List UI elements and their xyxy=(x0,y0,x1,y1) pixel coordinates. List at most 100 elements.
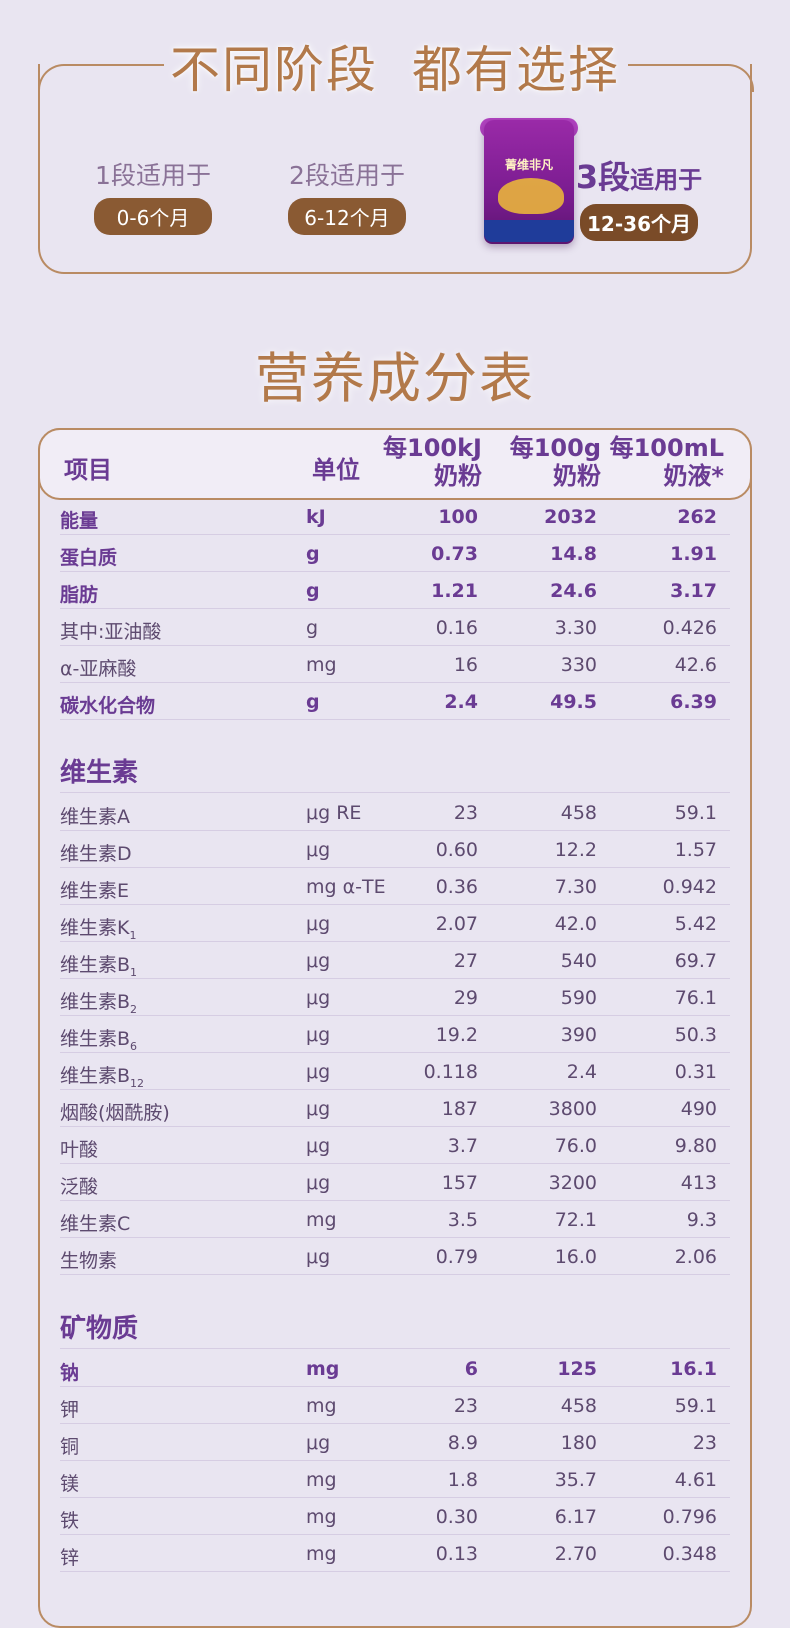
table-row: 其中:亚油酸 g 0.16 3.30 0.426 xyxy=(60,609,730,646)
section-divider xyxy=(60,792,730,793)
row-name: α-亚麻酸 xyxy=(60,658,137,680)
row-unit: μg xyxy=(306,1024,331,1046)
product-can-band xyxy=(484,220,574,242)
header-per-100g-line1: 每100g xyxy=(509,434,601,462)
row-name: 叶酸 xyxy=(60,1139,99,1161)
row-name: 锌 xyxy=(60,1547,80,1569)
row-per-100ml: 0.348 xyxy=(662,1543,717,1565)
stage-3-label: 适用于 xyxy=(630,166,703,194)
row-unit: g xyxy=(306,617,319,639)
row-name: 维生素B12 xyxy=(60,1065,145,1090)
row-per-100ml: 42.6 xyxy=(674,654,717,676)
table-row: 叶酸 μg 3.7 76.0 9.80 xyxy=(60,1127,730,1164)
stage-2-range: 6-12个月 xyxy=(288,198,406,235)
row-per-100g: 2032 xyxy=(544,506,597,528)
row-per-100kj: 8.9 xyxy=(447,1432,478,1454)
table-row: 维生素C mg 3.5 72.1 9.3 xyxy=(60,1201,730,1238)
row-unit: kJ xyxy=(306,506,326,528)
table-row: 泛酸 μg 157 3200 413 xyxy=(60,1164,730,1201)
row-per-100g: 35.7 xyxy=(554,1469,597,1491)
row-per-100kj: 27 xyxy=(453,950,478,972)
row-per-100kj: 23 xyxy=(453,802,478,824)
row-name: 生物素 xyxy=(60,1250,118,1272)
row-name: 维生素A xyxy=(60,806,130,828)
header-per-100ml-line2: 奶液* xyxy=(663,462,724,490)
row-per-100g: 3200 xyxy=(548,1172,597,1194)
row-per-100g: 72.1 xyxy=(554,1209,597,1231)
row-per-100kj: 0.36 xyxy=(435,876,478,898)
row-per-100g: 390 xyxy=(560,1024,597,1046)
row-per-100ml: 262 xyxy=(677,506,717,528)
row-per-100kj: 0.13 xyxy=(435,1543,478,1565)
row-per-100kj: 3.5 xyxy=(447,1209,478,1231)
row-name: 维生素D xyxy=(60,843,132,865)
row-per-100ml: 0.31 xyxy=(674,1061,717,1083)
row-per-100ml: 9.80 xyxy=(674,1135,717,1157)
minerals-section-title: 矿物质 xyxy=(60,1314,139,1344)
header-item: 项目 xyxy=(64,456,112,484)
table-row: 蛋白质 g 0.73 14.8 1.91 xyxy=(60,535,730,572)
row-per-100kj: 1.21 xyxy=(431,580,478,602)
stage-3-number: 3段 xyxy=(575,158,631,196)
row-per-100ml: 0.942 xyxy=(662,876,717,898)
row-per-100ml: 9.3 xyxy=(686,1209,717,1231)
row-per-100ml: 5.42 xyxy=(674,913,717,935)
row-name: 钾 xyxy=(60,1399,80,1421)
row-name: 维生素E xyxy=(60,880,130,902)
stage-1-range: 0-6个月 xyxy=(94,198,212,235)
row-per-100ml: 413 xyxy=(680,1172,717,1194)
table-row: 钾 mg 23 458 59.1 xyxy=(60,1387,730,1424)
row-name: 维生素C xyxy=(60,1213,131,1235)
product-can-swoosh xyxy=(498,178,564,214)
row-per-100kj: 157 xyxy=(441,1172,478,1194)
row-unit: mg xyxy=(306,1469,337,1491)
stage-3-range: 12-36个月 xyxy=(580,204,698,241)
row-unit: mg xyxy=(306,1209,337,1231)
stage-1: 1段适用于 0-6个月 xyxy=(94,156,212,235)
row-unit: μg xyxy=(306,950,331,972)
row-per-100kj: 2.4 xyxy=(444,691,478,713)
row-per-100kj: 3.7 xyxy=(447,1135,478,1157)
row-name: 维生素B2 xyxy=(60,991,138,1016)
stage-title-left: 不同阶段 xyxy=(170,41,378,99)
row-unit: μg xyxy=(306,913,331,935)
row-per-100kj: 0.16 xyxy=(435,617,478,639)
stage-2-label: 2段适用于 xyxy=(289,161,405,190)
row-per-100g: 16.0 xyxy=(554,1246,597,1268)
row-per-100ml: 6.39 xyxy=(670,691,717,713)
row-per-100ml: 490 xyxy=(680,1098,717,1120)
row-per-100g: 7.30 xyxy=(554,876,597,898)
row-per-100ml: 4.61 xyxy=(674,1469,717,1491)
nutrition-title: 营养成分表 xyxy=(255,347,535,410)
row-per-100kj: 6 xyxy=(464,1358,478,1380)
row-unit: mg xyxy=(306,1358,340,1380)
row-per-100g: 49.5 xyxy=(550,691,597,713)
table-row: 能量 kJ 100 2032 262 xyxy=(60,498,730,535)
row-per-100kj: 0.73 xyxy=(431,543,478,565)
row-per-100g: 458 xyxy=(560,1395,597,1417)
row-unit: μg RE xyxy=(306,802,362,824)
row-per-100g: 42.0 xyxy=(554,913,597,935)
row-name: 能量 xyxy=(60,510,99,532)
row-per-100g: 24.6 xyxy=(550,580,597,602)
table-row: 维生素B6 μg 19.2 390 50.3 xyxy=(60,1016,730,1053)
header-per-100ml-line1: 每100mL xyxy=(609,434,724,462)
row-per-100kj: 0.118 xyxy=(423,1061,478,1083)
stage-box-corner-right xyxy=(628,64,754,92)
row-name: 铁 xyxy=(60,1510,80,1532)
row-per-100ml: 2.06 xyxy=(674,1246,717,1268)
product-brand-logo: 菁维非凡 xyxy=(504,158,553,172)
stage-1-label: 1段适用于 xyxy=(95,161,211,190)
row-per-100g: 3800 xyxy=(548,1098,597,1120)
table-row: 铜 μg 8.9 180 23 xyxy=(60,1424,730,1461)
table-row: 维生素A μg RE 23 458 59.1 xyxy=(60,794,730,831)
row-per-100ml: 76.1 xyxy=(674,987,717,1009)
row-per-100kj: 0.30 xyxy=(435,1506,478,1528)
row-per-100g: 458 xyxy=(560,802,597,824)
row-unit: mg xyxy=(306,1506,337,1528)
header-per-100kj: 每100kJ 奶粉 xyxy=(383,434,482,490)
row-per-100ml: 1.91 xyxy=(670,543,717,565)
row-name: 维生素B1 xyxy=(60,954,138,979)
stage-box xyxy=(38,64,752,274)
row-per-100kj: 2.07 xyxy=(435,913,478,935)
